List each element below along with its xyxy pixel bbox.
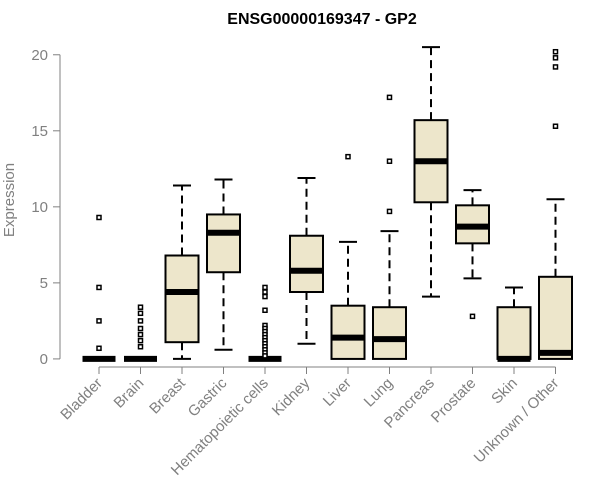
box-group bbox=[289, 176, 324, 345]
box-group bbox=[496, 286, 532, 362]
iqr-box bbox=[164, 254, 200, 344]
outlier-point bbox=[262, 289, 268, 295]
x-tick-label: Bladder bbox=[57, 375, 106, 424]
outlier-point bbox=[96, 284, 102, 291]
outlier-point bbox=[386, 208, 393, 215]
x-tick-label: Breast bbox=[146, 374, 189, 417]
outlier-point bbox=[262, 307, 268, 314]
box-group bbox=[330, 153, 366, 360]
x-tick-label: Lung bbox=[361, 375, 397, 411]
outlier-point bbox=[137, 325, 144, 332]
outlier-point bbox=[262, 353, 268, 359]
box-group bbox=[538, 48, 573, 360]
outlier-point bbox=[96, 318, 102, 324]
x-tick-label: Liver bbox=[320, 375, 355, 410]
outlier-point bbox=[552, 48, 559, 55]
outlier-point bbox=[96, 345, 102, 352]
y-axis-label: Expression bbox=[1, 163, 18, 237]
box-group bbox=[372, 94, 407, 360]
x-tick-label: Kidney bbox=[269, 374, 314, 419]
iqr-box bbox=[206, 213, 241, 274]
chart-title: ENSG00000169347 - GP2 bbox=[227, 11, 417, 28]
outlier-point bbox=[552, 55, 559, 61]
x-tick-label: Skin bbox=[488, 375, 521, 408]
outlier-point bbox=[137, 318, 144, 324]
outlier-point bbox=[137, 310, 144, 317]
x-tick-label: Prostate bbox=[428, 375, 480, 427]
outlier-point bbox=[469, 313, 476, 320]
outlier-point bbox=[386, 158, 393, 164]
outlier-point bbox=[137, 344, 144, 350]
box-group bbox=[124, 304, 157, 362]
outlier-point bbox=[137, 304, 144, 310]
y-axis: 0 5 10 15 20 bbox=[31, 47, 61, 368]
outlier-point bbox=[262, 284, 268, 291]
iqr-box bbox=[289, 234, 324, 294]
box-group bbox=[248, 284, 282, 362]
y-tick-label: 20 bbox=[31, 47, 48, 64]
outlier-point bbox=[552, 123, 559, 129]
y-tick-label: 10 bbox=[31, 199, 48, 216]
box-group bbox=[164, 184, 200, 360]
box-group bbox=[206, 178, 241, 351]
box-group bbox=[455, 189, 490, 320]
box-group bbox=[413, 46, 449, 298]
outlier-point bbox=[96, 214, 102, 221]
iqr-box bbox=[372, 306, 407, 360]
iqr-box bbox=[330, 304, 366, 360]
outlier-point bbox=[262, 293, 268, 300]
outlier-point bbox=[552, 64, 559, 70]
box-group bbox=[82, 214, 116, 362]
x-tick-label: Brain bbox=[111, 375, 148, 412]
y-tick-label: 5 bbox=[40, 275, 48, 292]
iqr-box bbox=[538, 275, 573, 360]
outlier-point bbox=[386, 94, 393, 101]
outlier-point bbox=[345, 153, 351, 160]
y-tick-label: 0 bbox=[40, 351, 48, 368]
iqr-box bbox=[496, 306, 532, 360]
outlier-point bbox=[137, 331, 144, 338]
boxes-layer bbox=[82, 46, 573, 362]
y-tick-label: 15 bbox=[31, 123, 48, 140]
outlier-point bbox=[137, 337, 144, 344]
